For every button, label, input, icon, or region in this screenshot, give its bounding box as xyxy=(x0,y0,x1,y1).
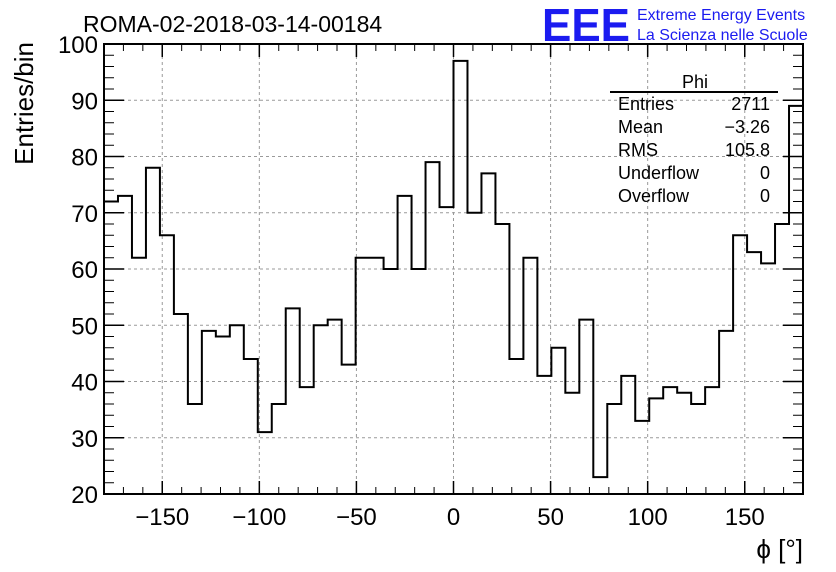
histogram-bin xyxy=(719,331,733,494)
stats-value-entries: 2711 xyxy=(731,94,770,114)
histogram-bin xyxy=(314,325,328,494)
eee-logo-mark: EEE xyxy=(542,0,630,51)
histogram-outline xyxy=(104,59,803,479)
stats-label-rms: RMS xyxy=(618,140,658,160)
histogram-bin xyxy=(244,359,258,494)
y-tick-label: 70 xyxy=(71,201,98,228)
histogram-bin xyxy=(747,252,761,494)
histogram-bin xyxy=(705,387,719,494)
y-tick-label: 80 xyxy=(71,145,98,172)
histogram-bin xyxy=(621,376,635,494)
y-axis-title: Entries/bin xyxy=(9,42,39,165)
histogram-bin xyxy=(398,196,412,494)
x-tick-label: 100 xyxy=(628,504,668,531)
histogram-bin xyxy=(216,337,230,495)
histogram-bin xyxy=(370,258,384,494)
histogram-bin xyxy=(146,168,160,494)
histogram-bin xyxy=(607,404,621,494)
histogram-bin xyxy=(565,393,579,494)
y-tick-label: 30 xyxy=(71,426,98,453)
chart-title: ROMA-02-2018-03-14-00184 xyxy=(83,11,382,37)
histogram-bin xyxy=(118,196,132,494)
histogram-bin xyxy=(495,224,509,494)
histogram-bin xyxy=(649,398,663,494)
y-tick-label: 60 xyxy=(71,257,98,284)
tick-label-layer: −150 −100 −50 0 50 100 150 20 30 40 50 60 70 80 90 100 xyxy=(58,32,765,531)
histogram-bin xyxy=(230,325,244,494)
histogram-bin xyxy=(300,387,314,494)
stats-title: Phi xyxy=(682,72,708,92)
eee-logo-line1: Extreme Energy Events xyxy=(637,7,805,24)
histogram-bin xyxy=(677,393,691,494)
histogram-bin xyxy=(202,331,216,494)
stats-box: Phi Entries 2711 Mean −3.26 RMS 105.8 Un… xyxy=(610,72,778,206)
stats-value-overflow: 0 xyxy=(760,186,770,206)
histogram-bin xyxy=(537,376,551,494)
stats-label-mean: Mean xyxy=(618,117,663,137)
x-tick-label: 0 xyxy=(447,504,460,531)
histogram-bin xyxy=(174,314,188,494)
histogram-bin xyxy=(789,106,803,494)
histogram-bin xyxy=(384,269,398,494)
stats-value-underflow: 0 xyxy=(760,163,770,183)
histogram-bin xyxy=(160,235,174,494)
histogram-bin xyxy=(691,404,705,494)
stats-value-mean: −3.26 xyxy=(724,117,770,137)
histogram-bin xyxy=(467,213,481,494)
histogram-bin xyxy=(509,359,523,494)
x-tick-label: −50 xyxy=(336,504,377,531)
eee-logo-line2: La Scienza nelle Scuole xyxy=(637,27,808,44)
histogram-bin xyxy=(342,365,356,494)
x-tick-label: 50 xyxy=(537,504,564,531)
stats-label-entries: Entries xyxy=(618,94,674,114)
histogram-bin xyxy=(775,224,789,494)
stats-label-underflow: Underflow xyxy=(618,163,700,183)
x-tick-label: −100 xyxy=(232,504,286,531)
stats-value-rms: 105.8 xyxy=(725,140,770,160)
histogram-bin xyxy=(733,235,747,494)
histogram-bin xyxy=(356,258,370,494)
x-axis-title: ϕ [°] xyxy=(756,534,803,564)
histogram-bin xyxy=(579,320,593,494)
y-tick-label: 90 xyxy=(71,88,98,115)
stats-label-overflow: Overflow xyxy=(618,186,690,206)
histogram-bin xyxy=(523,258,537,494)
histogram-bin xyxy=(663,387,677,494)
histogram-bin xyxy=(412,269,426,494)
histogram-bin xyxy=(272,404,286,494)
tick-layer xyxy=(103,43,804,495)
y-tick-label: 50 xyxy=(71,313,98,340)
histogram-bin xyxy=(426,162,440,494)
histogram-bin xyxy=(132,258,146,494)
y-tick-label: 20 xyxy=(71,482,98,509)
y-tick-label: 100 xyxy=(58,32,98,59)
histogram-bin xyxy=(454,61,468,494)
histogram-bin xyxy=(440,207,454,494)
x-tick-label: 150 xyxy=(725,504,765,531)
histogram-bin xyxy=(481,173,495,494)
x-tick-label: −150 xyxy=(135,504,189,531)
histogram-bin xyxy=(593,477,607,494)
histogram-bin xyxy=(188,404,202,494)
histogram-bin xyxy=(551,348,565,494)
histogram-bin xyxy=(761,263,775,494)
histogram-bin xyxy=(286,308,300,494)
histogram-bin xyxy=(328,320,342,494)
y-tick-label: 40 xyxy=(71,370,98,397)
eee-logo: EEE Extreme Energy Events La Scienza nel… xyxy=(542,0,808,51)
